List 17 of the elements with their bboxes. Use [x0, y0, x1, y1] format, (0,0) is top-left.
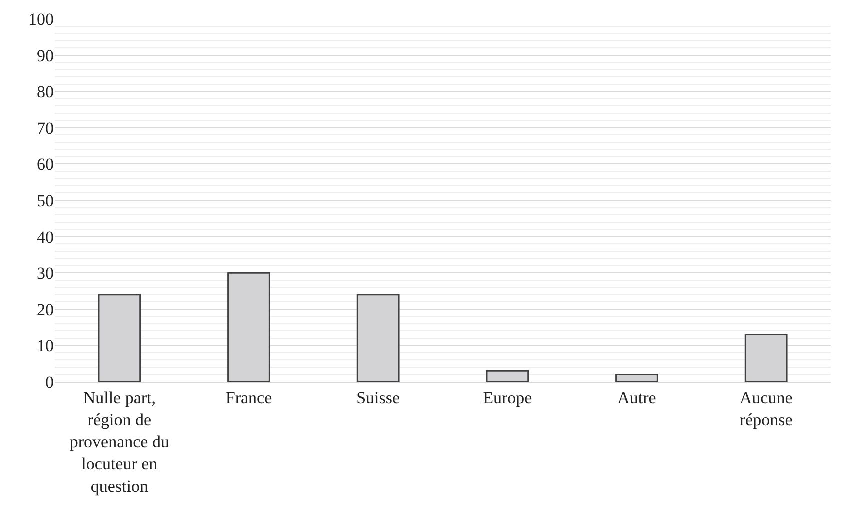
- y-tick-label: 50: [37, 191, 54, 210]
- y-tick-label: 80: [37, 82, 54, 102]
- y-tick-label: 10: [37, 336, 54, 356]
- x-tick-label: Suisse: [356, 388, 400, 408]
- x-tick-label: France: [226, 388, 272, 408]
- x-tick-label: Europe: [483, 388, 532, 408]
- x-tick-label: Autre: [618, 388, 656, 408]
- x-tick-label: Aucune réponse: [740, 388, 793, 430]
- x-tick-label: Nulle part, région de provenance du locuteur en question: [70, 388, 170, 496]
- y-tick-label: 100: [28, 10, 54, 29]
- y-tick-label: 20: [37, 300, 54, 320]
- y-tick-label: 40: [37, 228, 54, 247]
- y-tick-label: 0: [46, 372, 54, 392]
- y-tick-label: 90: [37, 46, 54, 66]
- y-tick-label: 70: [37, 118, 54, 138]
- y-tick-label: 60: [37, 155, 54, 174]
- y-tick-label: 30: [37, 264, 54, 284]
